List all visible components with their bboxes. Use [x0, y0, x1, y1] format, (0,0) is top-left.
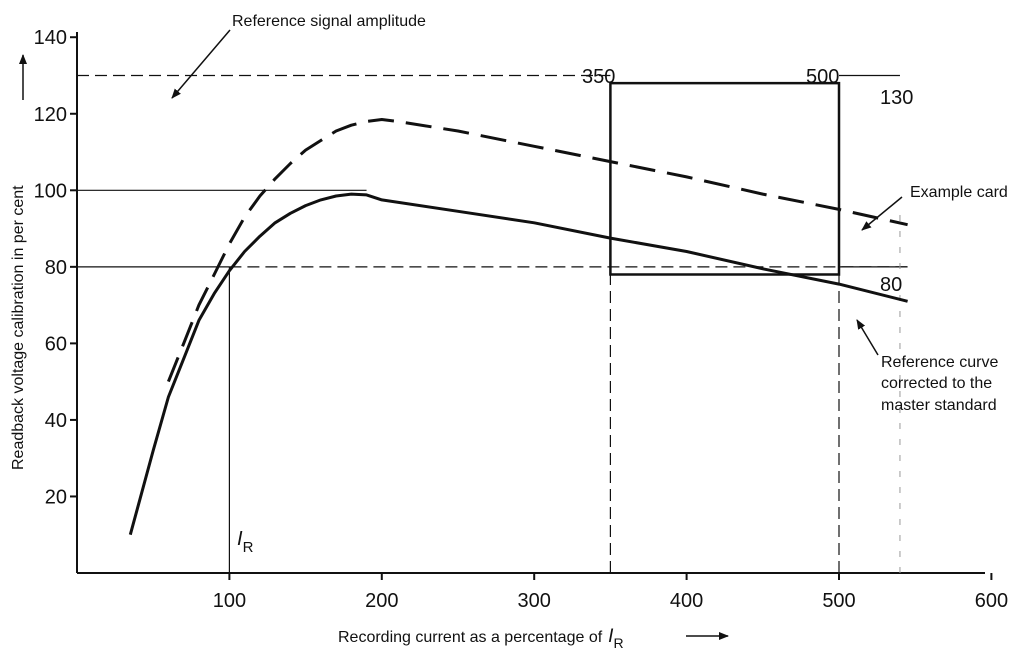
y-tick-label: 40 — [45, 410, 67, 432]
label-500: 500 — [806, 66, 839, 88]
x-tick-label: 200 — [365, 590, 398, 612]
series-line-reference-curve — [128, 192, 908, 536]
x-tick-label: 400 — [670, 590, 703, 612]
series-layer — [128, 118, 908, 536]
annotation-reference-curve-line1: Reference curve — [881, 354, 998, 371]
x-tick-label: 300 — [518, 590, 551, 612]
x-tick-label: 500 — [822, 590, 855, 612]
x-tick-label: 100 — [213, 590, 246, 612]
y-tick-label: 100 — [34, 180, 67, 202]
series-line-example-card — [167, 118, 908, 383]
label-ir: IR — [237, 528, 254, 556]
y-tick-label: 60 — [45, 333, 67, 355]
arrow-reference-curve — [856, 319, 879, 356]
tolerance-box — [609, 81, 841, 276]
x-axis-title: Recording current as a percentage of IR — [338, 626, 624, 651]
label-350: 350 — [582, 66, 615, 88]
y-tick-label: 80 — [45, 257, 67, 279]
annotation-reference-signal: Reference signal amplitude — [232, 13, 426, 30]
x-tick-label: 600 — [975, 590, 1008, 612]
reference-lines — [77, 74, 908, 573]
label-130: 130 — [880, 87, 913, 109]
annotation-reference-curve-line3: master standard — [881, 397, 997, 414]
arrow-example-card — [861, 196, 903, 231]
label-80: 80 — [880, 274, 902, 296]
y-tick-label: 140 — [34, 27, 67, 49]
annotation-example-card: Example card — [910, 184, 1008, 201]
arrow-reference-signal — [171, 29, 231, 99]
axis-ticks: 20 40 60 80 100 120 140 100 200 300 400 500 600 — [34, 27, 1008, 612]
annotation-reference-curve-line2: corrected to the — [881, 375, 992, 392]
y-tick-label: 120 — [34, 104, 67, 126]
y-tick-label: 20 — [45, 486, 67, 508]
y-axis-title: Readback voltage calibration in per cent — [10, 185, 27, 470]
